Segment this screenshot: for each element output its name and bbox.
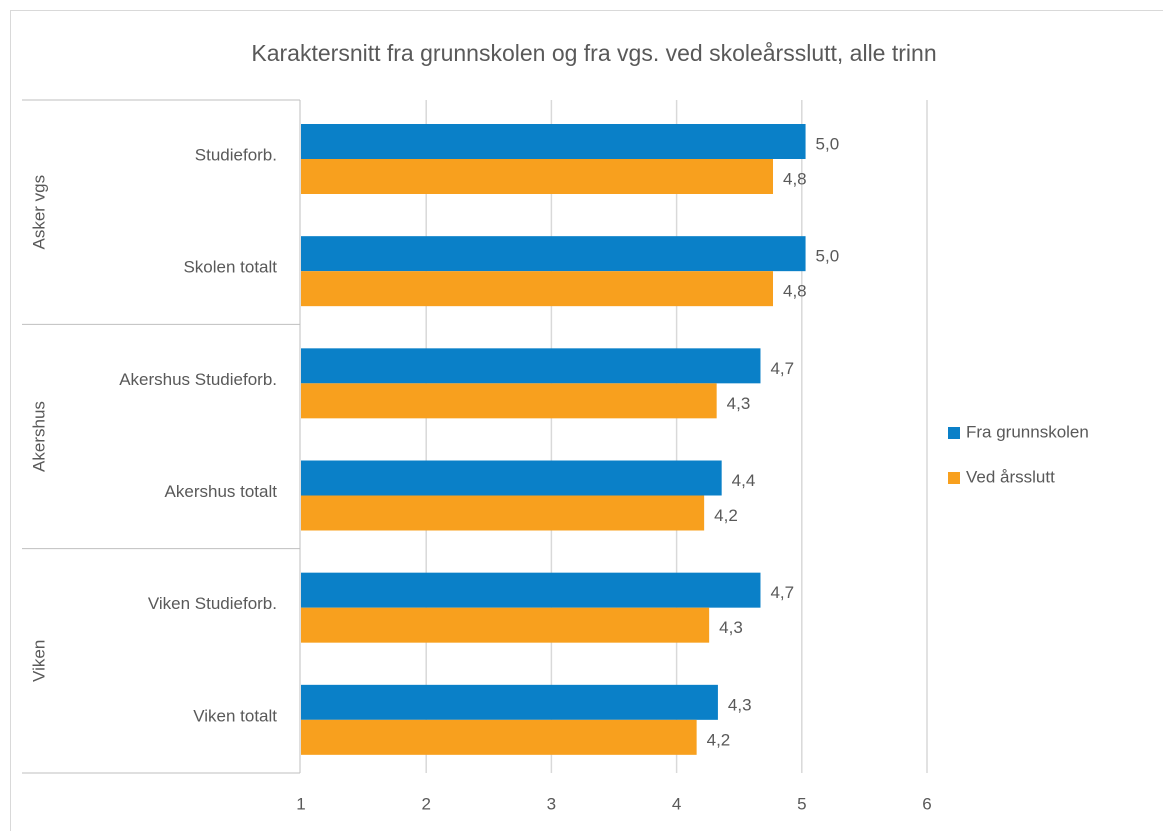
bar <box>301 684 718 720</box>
data-label: 4,3 <box>728 695 752 714</box>
data-label: 4,3 <box>727 394 751 413</box>
bar <box>301 572 761 608</box>
data-label: 5,0 <box>816 247 840 266</box>
category-label: Viken Studieforb. <box>148 594 277 613</box>
x-tick-label: 6 <box>922 794 931 813</box>
x-tick-label: 4 <box>672 794 681 813</box>
data-label: 5,0 <box>816 134 840 153</box>
bar <box>301 495 705 531</box>
legend-swatch <box>948 427 960 439</box>
chart-title: Karaktersnitt fra grunnskolen og fra vgs… <box>251 40 936 66</box>
bar <box>301 383 717 419</box>
x-tick-label: 1 <box>296 794 305 813</box>
bar <box>301 348 761 384</box>
legend-label: Fra grunnskolen <box>966 422 1089 441</box>
data-label: 4,4 <box>732 471 756 490</box>
bar <box>301 159 774 194</box>
group-label: Akershus <box>29 401 48 472</box>
bar <box>301 124 806 159</box>
x-tick-label: 3 <box>547 794 556 813</box>
category-label: Akershus totalt <box>165 482 278 501</box>
category-label: Viken totalt <box>193 706 277 725</box>
bar <box>301 236 806 272</box>
data-label: 4,2 <box>714 506 738 525</box>
data-label: 4,2 <box>707 730 731 749</box>
group-label: Viken <box>29 640 48 682</box>
bar <box>301 607 710 643</box>
bar <box>301 271 774 307</box>
category-label: Akershus Studieforb. <box>119 370 277 389</box>
data-label: 4,8 <box>783 169 807 188</box>
data-label: 4,7 <box>770 583 794 602</box>
bar <box>301 719 697 755</box>
legend-label: Ved årsslutt <box>966 467 1055 486</box>
category-label: Studieforb. <box>195 146 277 165</box>
data-label: 4,8 <box>783 282 807 301</box>
x-tick-label: 5 <box>797 794 806 813</box>
category-label: Skolen totalt <box>183 258 277 277</box>
x-tick-label: 2 <box>421 794 430 813</box>
legend-swatch <box>948 472 960 484</box>
data-label: 4,3 <box>719 618 743 637</box>
data-label: 4,7 <box>770 359 794 378</box>
group-label: Asker vgs <box>29 175 48 250</box>
bar <box>301 460 722 496</box>
